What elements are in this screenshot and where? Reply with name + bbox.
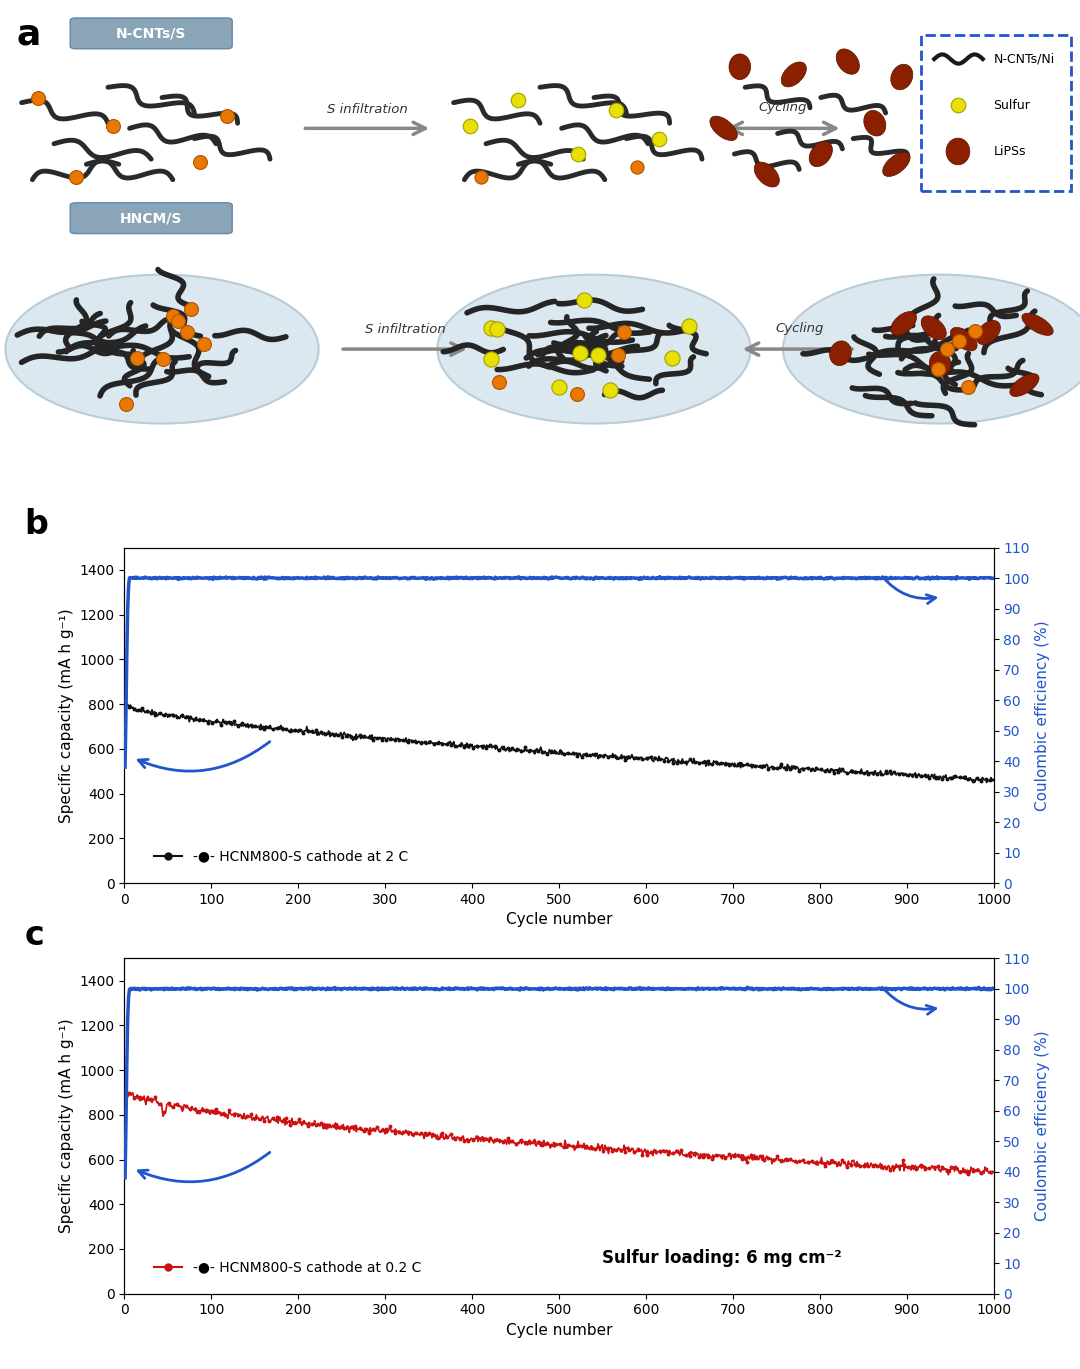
Text: N-CNTs/S: N-CNTs/S (116, 26, 187, 40)
Point (571, 342, 589, 364)
Point (569, 142, 586, 164)
Point (67, 166, 84, 188)
Point (607, 100, 624, 122)
Y-axis label: Coulombic efficiency (%): Coulombic efficiency (%) (1036, 1031, 1051, 1221)
Ellipse shape (809, 141, 833, 167)
Ellipse shape (781, 62, 807, 86)
Y-axis label: Coulombic efficiency (%): Coulombic efficiency (%) (1036, 620, 1051, 810)
Point (129, 346, 146, 368)
Point (568, 383, 585, 405)
Y-axis label: Specific capacity (mA h g⁻¹): Specific capacity (mA h g⁻¹) (58, 1019, 73, 1233)
Point (590, 345, 607, 367)
FancyBboxPatch shape (70, 203, 232, 234)
Point (218, 104, 235, 126)
Ellipse shape (950, 327, 977, 350)
Point (170, 309, 187, 331)
Point (959, 376, 976, 398)
Text: Cycling: Cycling (759, 101, 807, 114)
Point (178, 322, 195, 344)
Ellipse shape (729, 53, 751, 79)
Ellipse shape (829, 341, 851, 366)
Y-axis label: Specific capacity (mA h g⁻¹): Specific capacity (mA h g⁻¹) (58, 608, 73, 823)
Legend: -●- HCNM800-S cathode at 0.2 C: -●- HCNM800-S cathode at 0.2 C (149, 1255, 427, 1280)
Ellipse shape (930, 352, 951, 376)
Point (488, 319, 505, 341)
Ellipse shape (1010, 374, 1039, 397)
Point (105, 115, 122, 137)
Point (949, 94, 967, 116)
Circle shape (5, 275, 319, 423)
Ellipse shape (921, 316, 946, 340)
Point (575, 289, 592, 311)
Text: LiPSs: LiPSs (994, 145, 1026, 157)
Point (602, 379, 619, 401)
Point (680, 315, 698, 337)
Point (551, 376, 568, 398)
Point (939, 338, 956, 360)
Point (490, 371, 508, 393)
Point (118, 393, 135, 415)
Ellipse shape (710, 116, 738, 141)
Ellipse shape (836, 49, 860, 74)
Text: S infiltration: S infiltration (327, 103, 407, 115)
Text: Cycling: Cycling (775, 322, 823, 334)
Point (29, 86, 46, 108)
Point (510, 89, 527, 111)
Point (183, 297, 200, 319)
Point (195, 333, 213, 355)
Circle shape (783, 275, 1080, 423)
Ellipse shape (946, 138, 970, 164)
Point (650, 127, 667, 149)
Legend: -●- HCNM800-S cathode at 2 C: -●- HCNM800-S cathode at 2 C (149, 845, 414, 869)
Ellipse shape (864, 111, 886, 136)
Point (950, 330, 968, 352)
Point (629, 156, 646, 178)
Text: c: c (24, 919, 44, 951)
FancyBboxPatch shape (70, 18, 232, 49)
Point (154, 348, 172, 370)
Point (482, 318, 499, 340)
Point (615, 322, 632, 344)
Ellipse shape (891, 64, 913, 90)
Circle shape (437, 275, 751, 423)
Ellipse shape (976, 320, 1000, 345)
Ellipse shape (882, 152, 910, 177)
Text: S infiltration: S infiltration (365, 323, 445, 337)
Point (164, 305, 181, 327)
Text: Sulfur: Sulfur (994, 99, 1030, 112)
Text: Sulfur loading: 6 mg cm⁻²: Sulfur loading: 6 mg cm⁻² (603, 1249, 842, 1266)
X-axis label: Cycle number: Cycle number (505, 1322, 612, 1338)
Point (461, 115, 478, 137)
Ellipse shape (891, 312, 917, 335)
Text: HNCM/S: HNCM/S (120, 211, 183, 225)
Point (966, 320, 983, 342)
Ellipse shape (754, 162, 780, 188)
FancyBboxPatch shape (921, 34, 1071, 190)
Point (929, 357, 946, 379)
Text: b: b (24, 508, 49, 541)
Point (609, 345, 626, 367)
Point (663, 348, 680, 370)
Point (472, 166, 489, 188)
Point (191, 151, 208, 172)
Point (483, 348, 500, 370)
X-axis label: Cycle number: Cycle number (505, 912, 612, 927)
Text: N-CNTs/Ni: N-CNTs/Ni (994, 52, 1055, 66)
Ellipse shape (1022, 314, 1053, 335)
Text: a: a (16, 18, 41, 52)
